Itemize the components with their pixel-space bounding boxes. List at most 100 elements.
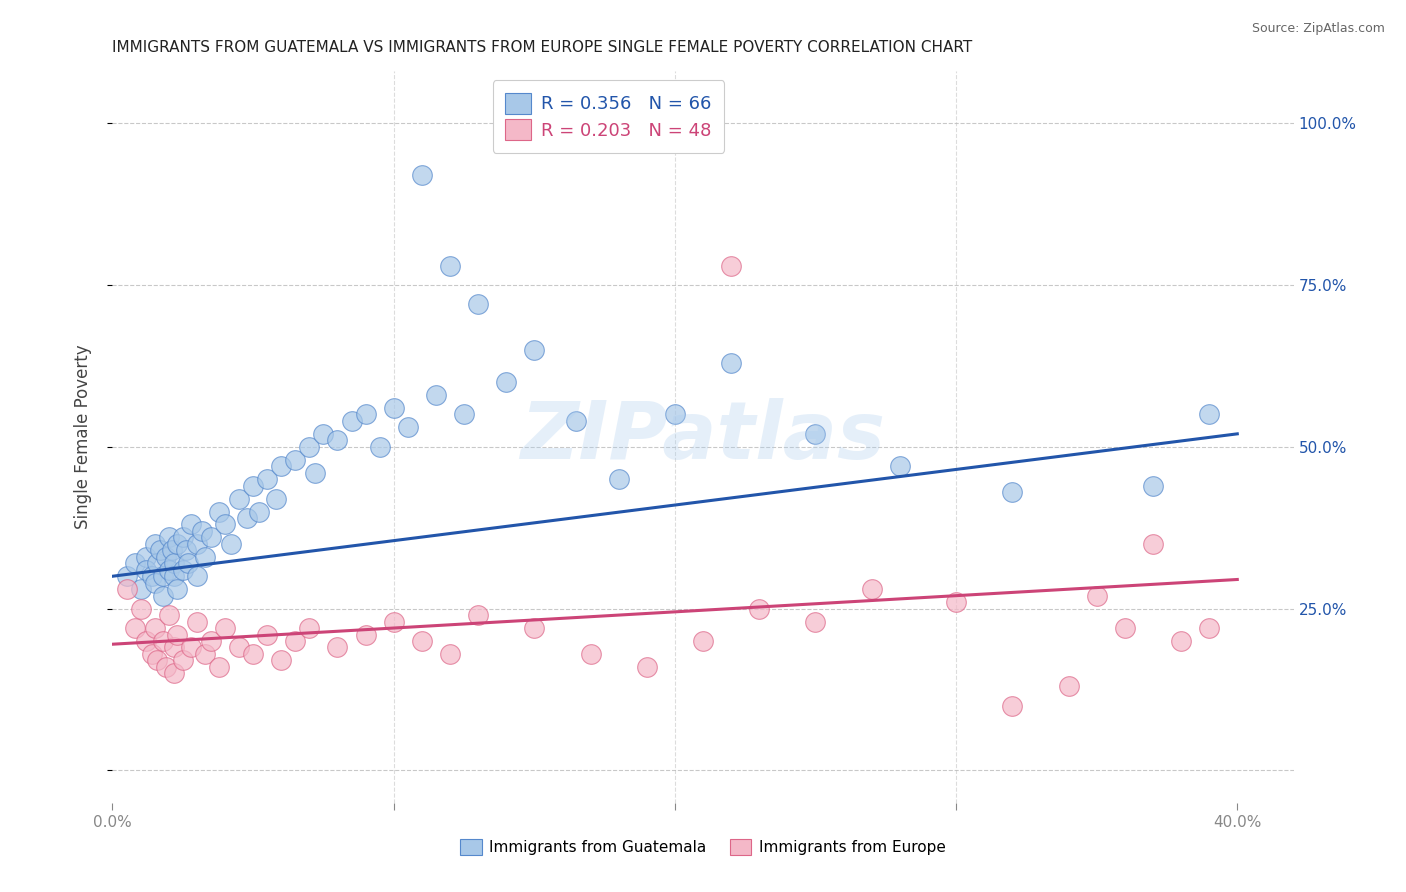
Point [214, 517, 236, 532]
Point [1001, 698, 1024, 713]
Point [172, 563, 194, 577]
Point [157, 530, 180, 544]
Point [186, 537, 208, 551]
Point [467, 297, 489, 311]
Point [284, 452, 307, 467]
Point [304, 466, 326, 480]
Point [115, 569, 138, 583]
Point [439, 647, 461, 661]
Point [163, 569, 186, 583]
Point [163, 666, 186, 681]
Point [889, 459, 911, 474]
Point [143, 621, 166, 635]
Point [1114, 621, 1136, 635]
Point [1142, 537, 1164, 551]
Point [172, 530, 194, 544]
Point [270, 459, 292, 474]
Point [152, 569, 174, 583]
Point [200, 530, 222, 544]
Point [354, 627, 377, 641]
Point [124, 557, 146, 571]
Point [453, 408, 475, 422]
Point [1198, 408, 1220, 422]
Point [804, 615, 827, 629]
Point [692, 634, 714, 648]
Point [382, 615, 405, 629]
Point [194, 647, 217, 661]
Point [425, 388, 447, 402]
Point [748, 601, 770, 615]
Point [152, 589, 174, 603]
Point [312, 426, 335, 441]
Legend: Immigrants from Guatemala, Immigrants from Europe: Immigrants from Guatemala, Immigrants fr… [454, 833, 952, 861]
Point [141, 647, 163, 661]
Point [495, 375, 517, 389]
Point [166, 537, 188, 551]
Point [720, 259, 742, 273]
Point [135, 634, 157, 648]
Point [1170, 634, 1192, 648]
Point [326, 434, 349, 448]
Point [155, 660, 177, 674]
Point [152, 634, 174, 648]
Point [228, 491, 250, 506]
Point [129, 601, 152, 615]
Point [720, 356, 742, 370]
Point [354, 408, 377, 422]
Point [1057, 679, 1080, 693]
Text: ZIPatlas: ZIPatlas [520, 398, 886, 476]
Point [236, 511, 259, 525]
Point [180, 640, 202, 655]
Point [163, 640, 186, 655]
Point [565, 414, 588, 428]
Point [149, 543, 172, 558]
Point [146, 557, 169, 571]
Point [284, 634, 307, 648]
Point [1085, 589, 1108, 603]
Point [298, 621, 321, 635]
Text: Source: ZipAtlas.com: Source: ZipAtlas.com [1251, 22, 1385, 36]
Point [945, 595, 967, 609]
Point [1198, 621, 1220, 635]
Point [860, 582, 883, 597]
Point [411, 634, 433, 648]
Point [256, 472, 278, 486]
Point [208, 660, 231, 674]
Point [523, 343, 546, 357]
Point [219, 537, 242, 551]
Point [208, 504, 231, 518]
Point [135, 549, 157, 564]
Point [247, 504, 270, 518]
Point [214, 621, 236, 635]
Point [368, 440, 391, 454]
Point [298, 440, 321, 454]
Point [467, 608, 489, 623]
Point [242, 478, 264, 492]
Point [143, 575, 166, 590]
Point [439, 259, 461, 273]
Point [191, 524, 214, 538]
Point [135, 563, 157, 577]
Point [160, 543, 183, 558]
Point [326, 640, 349, 655]
Point [186, 569, 208, 583]
Point [129, 582, 152, 597]
Point [664, 408, 686, 422]
Point [270, 653, 292, 667]
Point [340, 414, 363, 428]
Point [607, 472, 630, 486]
Point [1001, 485, 1024, 500]
Point [264, 491, 287, 506]
Point [157, 563, 180, 577]
Point [579, 647, 602, 661]
Point [242, 647, 264, 661]
Point [141, 569, 163, 583]
Point [163, 557, 186, 571]
Point [636, 660, 658, 674]
Point [172, 653, 194, 667]
Point [166, 582, 188, 597]
Point [1142, 478, 1164, 492]
Point [200, 634, 222, 648]
Point [194, 549, 217, 564]
Point [146, 653, 169, 667]
